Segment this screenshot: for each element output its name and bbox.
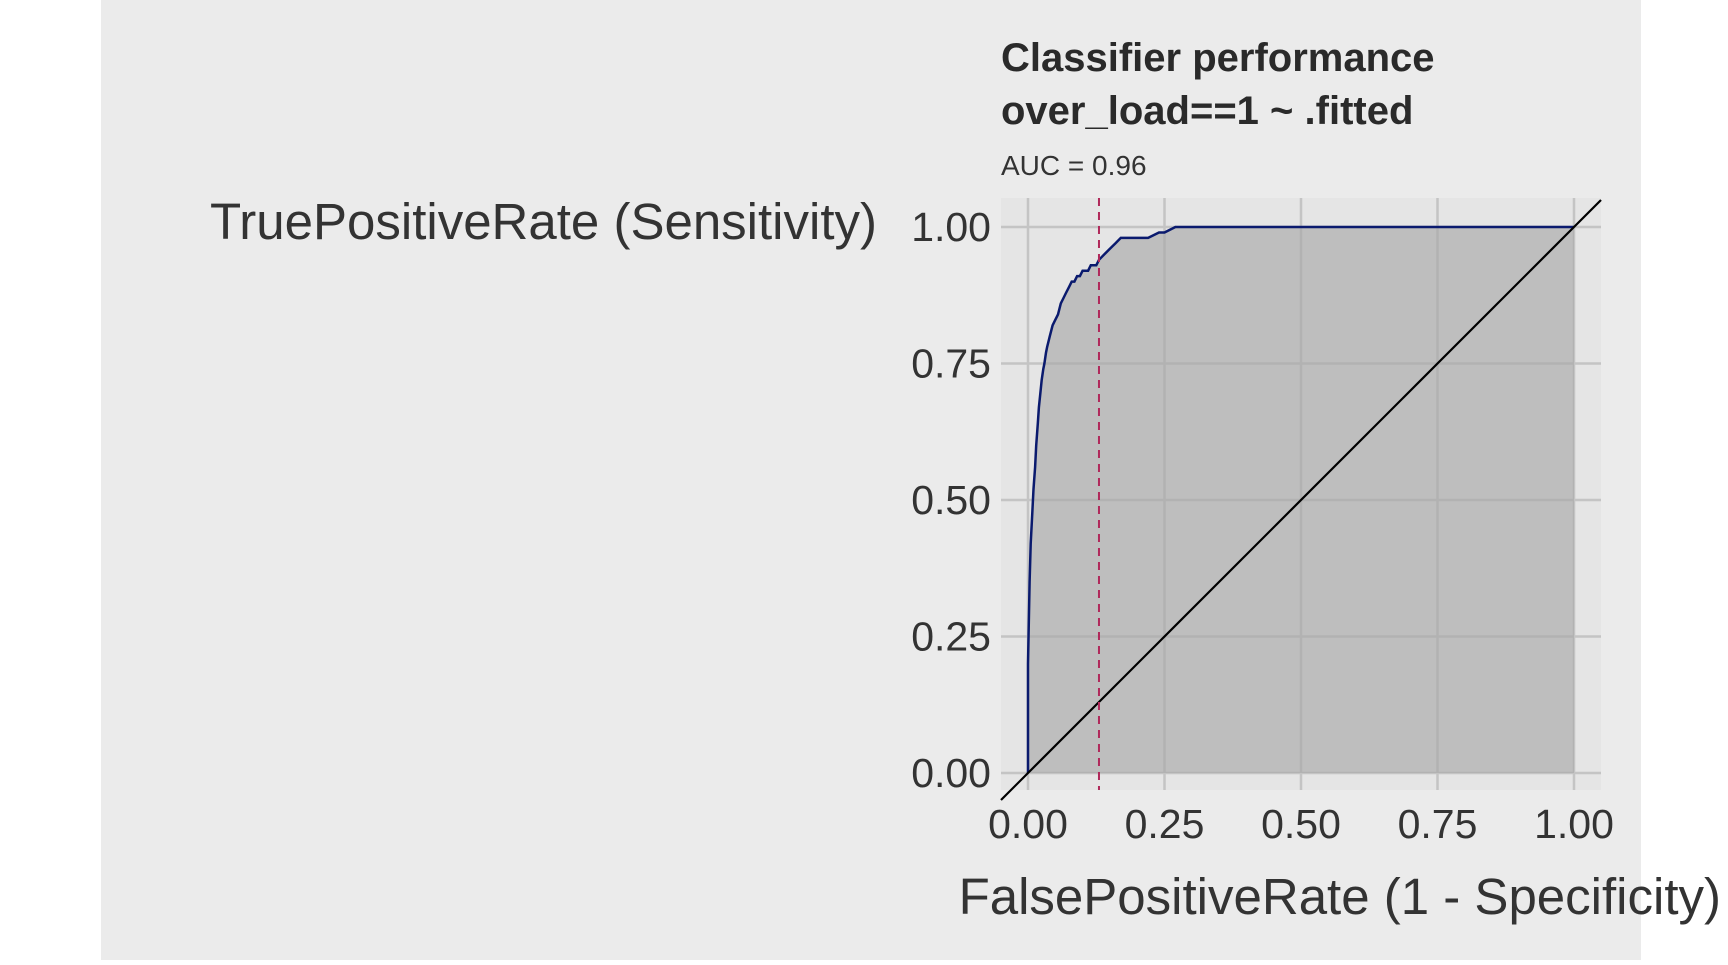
x-tick-label: 1.00 [1534, 801, 1614, 847]
x-tick-label: 0.75 [1398, 801, 1478, 847]
y-tick-labels: 0.00 0.25 0.50 0.75 1.00 [911, 204, 991, 796]
y-axis-label: TruePositiveRate (Sensitivity) [210, 193, 877, 250]
chart-subtitle: AUC = 0.96 [1001, 150, 1147, 181]
x-axis-label: FalsePositiveRate (1 - Specificity) [959, 868, 1721, 925]
chart-title-line-1: Classifier performance [1001, 36, 1435, 80]
x-tick-label: 0.00 [988, 801, 1068, 847]
y-tick-label: 1.00 [911, 204, 991, 250]
chart-title-line-2: over_load==1 ~ .fitted [1001, 89, 1413, 133]
x-tick-labels: 0.00 0.25 0.50 0.75 1.00 [988, 801, 1614, 847]
y-tick-label: 0.50 [911, 477, 991, 523]
y-tick-label: 0.25 [911, 614, 991, 660]
x-tick-label: 0.50 [1261, 801, 1341, 847]
x-tick-label: 0.25 [1125, 801, 1205, 847]
y-tick-label: 0.75 [911, 341, 991, 387]
roc-curve [1026, 225, 1574, 773]
diagonal-reference-line [1000, 199, 1602, 801]
y-tick-label: 0.00 [911, 750, 991, 796]
